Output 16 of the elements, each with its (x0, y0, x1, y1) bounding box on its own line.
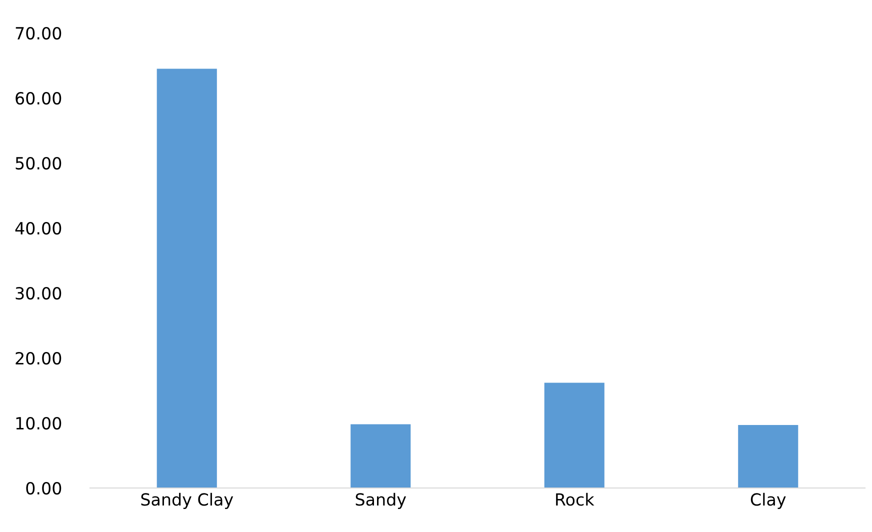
bar (156, 68, 217, 488)
y-tick-label: 0.00 (26, 482, 62, 495)
bar (350, 424, 411, 488)
x-tick-label: Rock (556, 492, 594, 506)
y-tick-label: 70.00 (16, 26, 62, 40)
bar (738, 424, 798, 488)
y-tick-label: 60.00 (16, 92, 62, 105)
y-tick-label: 40.00 (15, 222, 62, 235)
x-tick-label: Clay (750, 492, 786, 509)
y-tick-label: 50.00 (16, 156, 62, 170)
x-tick-label: Sandy (356, 492, 406, 509)
y-tick-label: 30.00 (16, 286, 62, 300)
y-tick-label: 10.00 (16, 416, 62, 430)
x-tick-label: Sandy Clay (141, 492, 234, 509)
bar (544, 382, 604, 488)
y-tick-label: 20.00 (16, 352, 62, 365)
